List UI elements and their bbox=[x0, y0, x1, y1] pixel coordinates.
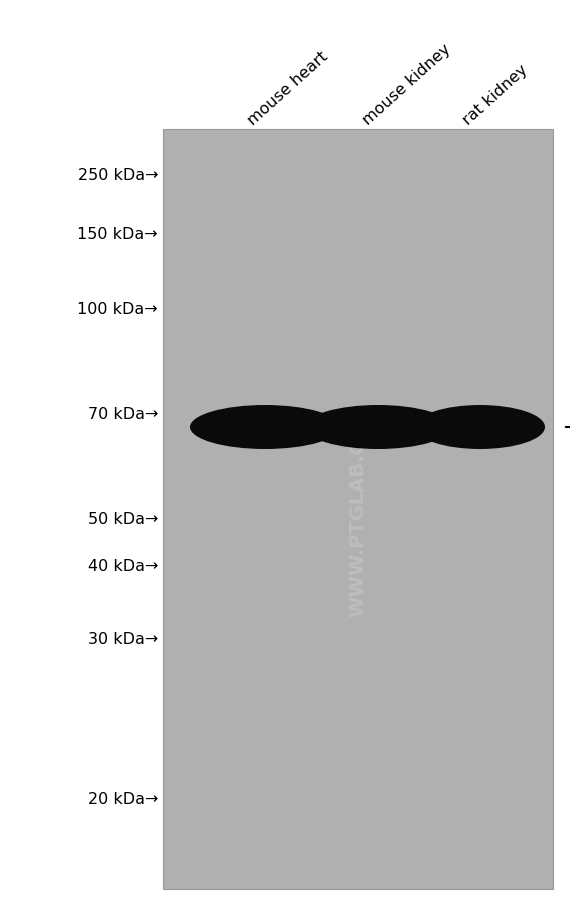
Text: mouse heart: mouse heart bbox=[245, 49, 331, 128]
Text: 30 kDa→: 30 kDa→ bbox=[88, 631, 158, 647]
Text: 20 kDa→: 20 kDa→ bbox=[88, 792, 158, 806]
Ellipse shape bbox=[305, 406, 451, 449]
Text: mouse kidney: mouse kidney bbox=[360, 41, 454, 128]
Text: WWW.PTGLAB.COM: WWW.PTGLAB.COM bbox=[348, 402, 368, 616]
Text: 50 kDa→: 50 kDa→ bbox=[88, 512, 158, 527]
Ellipse shape bbox=[415, 406, 545, 449]
Text: 100 kDa→: 100 kDa→ bbox=[78, 302, 158, 318]
Text: 40 kDa→: 40 kDa→ bbox=[88, 559, 158, 574]
Text: 70 kDa→: 70 kDa→ bbox=[88, 407, 158, 422]
Bar bbox=[163, 130, 553, 889]
Text: 250 kDa→: 250 kDa→ bbox=[78, 167, 158, 182]
Text: 150 kDa→: 150 kDa→ bbox=[78, 227, 158, 243]
Text: rat kidney: rat kidney bbox=[460, 62, 531, 128]
Ellipse shape bbox=[190, 406, 340, 449]
